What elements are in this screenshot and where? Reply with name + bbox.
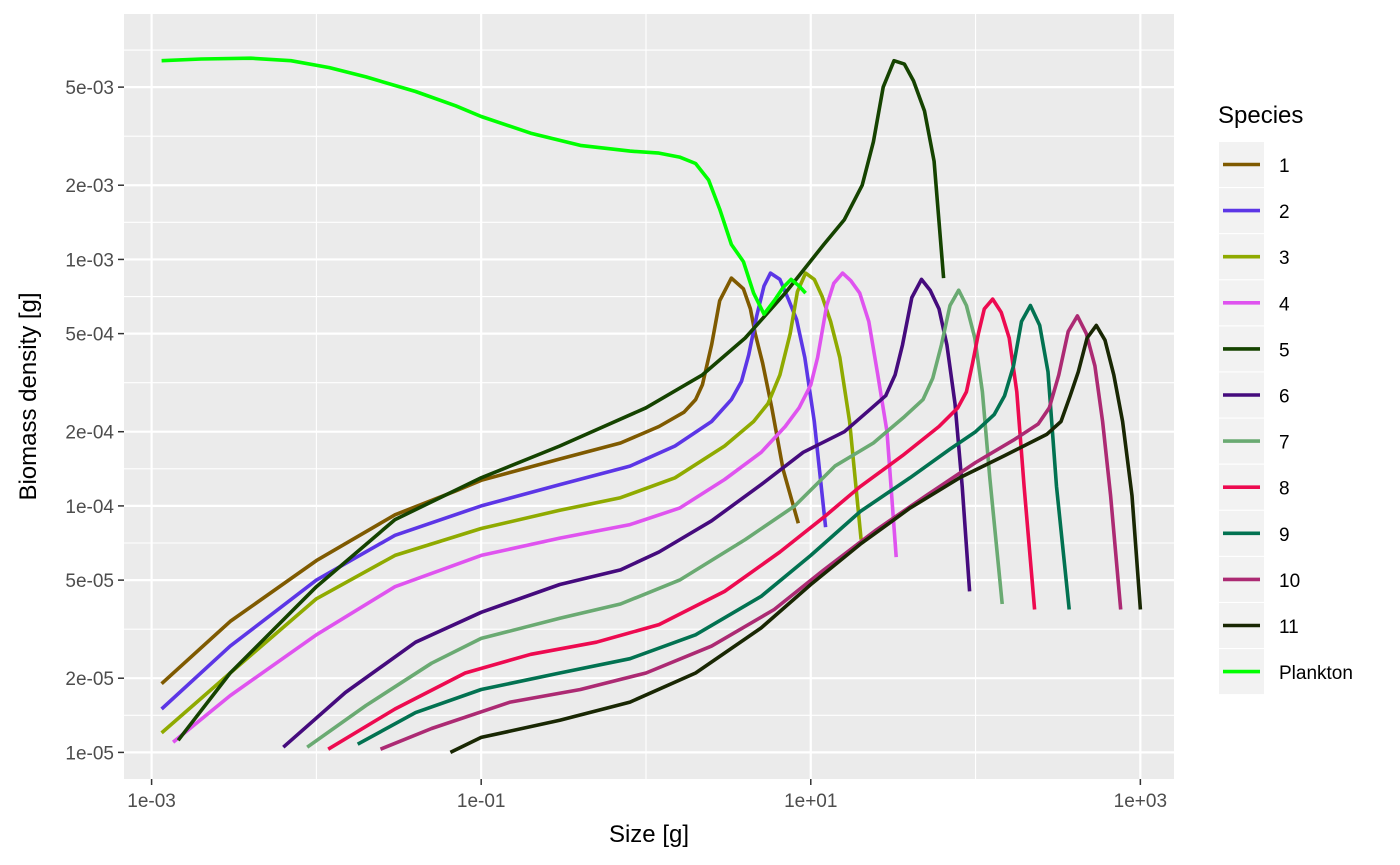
legend-title: Species (1218, 102, 1303, 129)
legend-item-plankton: Plankton (1219, 649, 1353, 695)
y-tick-label: 2e-04 (65, 423, 114, 444)
x-tick-label: 1e-01 (457, 791, 506, 812)
legend-item-4: 4 (1219, 280, 1290, 326)
legend-label: 11 (1279, 617, 1299, 638)
series-line-4 (171, 271, 898, 744)
y-tick-label: 1e-04 (65, 497, 114, 518)
x-axis-title: Size [g] (609, 821, 689, 848)
legend-label: 10 (1279, 571, 1300, 592)
legend-label: 5 (1279, 340, 1290, 361)
legend-item-11: 11 (1219, 603, 1299, 648)
legend-item-8: 8 (1219, 464, 1290, 510)
x-tick-label: 1e+03 (1114, 791, 1167, 812)
series-line-10 (379, 314, 1123, 751)
legend-label: 3 (1279, 248, 1290, 269)
legend-item-3: 3 (1219, 234, 1290, 280)
series-line-9 (356, 303, 1071, 746)
legend-item-9: 9 (1219, 510, 1290, 556)
legend-item-1: 1 (1219, 142, 1290, 187)
legend-items: 1 2 3 4 5 6 7 8 9 10 11 Plankton (1219, 142, 1353, 695)
legend-label: Plankton (1279, 663, 1353, 684)
y-tick-label: 2e-05 (65, 669, 114, 690)
y-axis: 1e-05 2e-05 5e-05 1e-04 2e-04 5e-04 1e-03 2e-03… (65, 78, 124, 764)
x-tick-label: 1e-03 (127, 791, 176, 812)
legend-label: 8 (1279, 479, 1290, 500)
y-tick-label: 1e-05 (65, 743, 114, 764)
y-axis-title: Biomass density [g] (15, 292, 42, 500)
legend-label: 2 (1279, 202, 1290, 223)
legend-label: 4 (1279, 294, 1290, 315)
series-line-11 (449, 323, 1143, 755)
series-lines (160, 56, 1143, 755)
series-line-8 (327, 297, 1037, 751)
legend-label: 1 (1279, 156, 1290, 177)
legend-label: 7 (1279, 433, 1290, 454)
series-line-1 (160, 276, 801, 686)
series-line-6 (282, 277, 972, 749)
legend-item-2: 2 (1219, 188, 1290, 234)
x-axis: 1e-03 1e-01 1e+01 1e+03 (127, 779, 1167, 812)
series-line-7 (306, 288, 1004, 749)
minor-gridlines (124, 14, 1174, 779)
legend-item-7: 7 (1219, 418, 1290, 464)
legend-label: 9 (1279, 525, 1290, 546)
y-tick-label: 5e-03 (65, 78, 114, 99)
legend-item-6: 6 (1219, 372, 1290, 418)
legend-label: 6 (1279, 387, 1290, 408)
y-tick-label: 1e-03 (65, 250, 114, 271)
y-tick-label: 5e-04 (65, 325, 114, 346)
series-line-plankton (161, 56, 807, 316)
series-line-5 (176, 58, 946, 742)
legend-item-10: 10 (1219, 556, 1300, 602)
x-tick-label: 1e+01 (784, 791, 837, 812)
legend: Species 1 2 3 4 5 6 7 8 9 10 11 Plankton (1218, 102, 1353, 695)
y-tick-label: 2e-03 (65, 176, 114, 197)
series-line-3 (160, 271, 863, 735)
y-tick-label: 5e-05 (65, 571, 114, 592)
legend-item-5: 5 (1219, 326, 1290, 372)
